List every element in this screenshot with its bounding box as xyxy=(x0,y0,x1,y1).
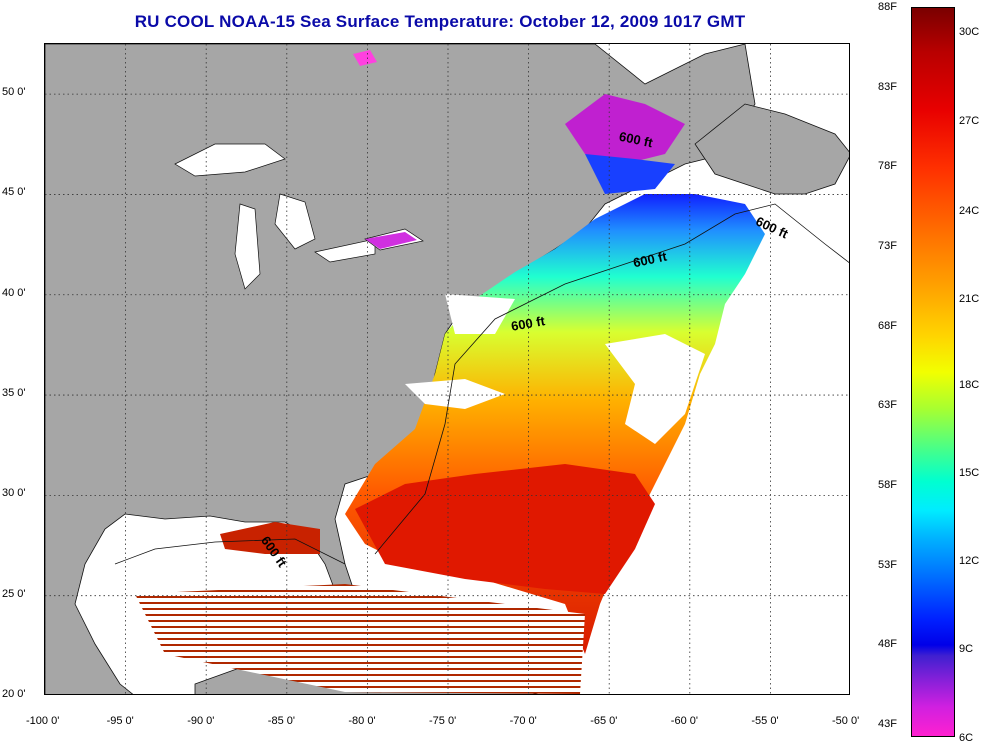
lat-tick-label: 40 0' xyxy=(2,286,26,299)
colorbar-f-label: 43F xyxy=(878,717,897,730)
lon-tick-label: -65 0' xyxy=(590,715,618,727)
lat-tick-label: 45 0' xyxy=(2,186,26,199)
colorbar-f-label: 68F xyxy=(878,319,897,332)
colorbar-c-label: 9C xyxy=(959,643,974,655)
lon-tick-label: -60 0' xyxy=(670,715,698,727)
map-title: RU COOL NOAA-15 Sea Surface Temperature:… xyxy=(134,12,746,31)
lon-tick-label: -95 0' xyxy=(106,715,134,727)
lat-tick-label: 20 0' xyxy=(2,688,26,700)
lat-tick-label: 50 0' xyxy=(2,86,26,99)
isobath-line xyxy=(114,203,849,565)
colorbar-f-label: 78F xyxy=(878,160,897,173)
lon-tick-label: -80 0' xyxy=(348,715,376,727)
lat-tick-label: 25 0' xyxy=(2,587,26,600)
colorbar-c-label: 30C xyxy=(959,26,980,38)
lon-tick-label: -90 0' xyxy=(187,715,215,727)
colorbar-c-label: 27C xyxy=(959,115,980,127)
lon-tick-label: -50 0' xyxy=(832,715,860,727)
colorbar-c-label: 15C xyxy=(959,467,980,479)
lat-tick-label: 35 0' xyxy=(2,387,26,400)
sst-map: 600 ft 600 ft 600 ft 600 ft 600 ft xyxy=(44,43,850,695)
colorbar-c-label: 18C xyxy=(959,379,980,391)
lon-tick-label: -75 0' xyxy=(429,715,457,727)
colorbar-f-label: 53F xyxy=(878,558,897,571)
lon-tick-label: -100 0' xyxy=(26,715,60,727)
colorbar-f-label: 83F xyxy=(878,80,897,93)
map-canvas xyxy=(45,44,849,694)
colorbar-f-label: 58F xyxy=(878,478,897,491)
colorbar-f-label: 48F xyxy=(878,638,897,651)
lat-tick-label: 30 0' xyxy=(2,487,26,500)
graticule xyxy=(45,44,849,694)
colorbar-c-label: 24C xyxy=(959,205,980,217)
sst-overlay xyxy=(135,50,765,694)
temperature-colorbar xyxy=(911,7,955,737)
land-newfoundland xyxy=(694,103,849,195)
colorbar-f-label: 63F xyxy=(878,399,897,412)
colorbar-f-label: 73F xyxy=(878,239,897,252)
colorbar-c-label: 12C xyxy=(959,555,980,567)
lon-tick-label: -70 0' xyxy=(509,715,537,727)
lon-tick-label: -85 0' xyxy=(267,715,295,727)
colorbar-c-label: 6C xyxy=(959,732,974,744)
lon-tick-label: -55 0' xyxy=(751,715,779,727)
colorbar-f-label: 88F xyxy=(878,1,897,13)
colorbar-c-label: 21C xyxy=(959,293,980,305)
